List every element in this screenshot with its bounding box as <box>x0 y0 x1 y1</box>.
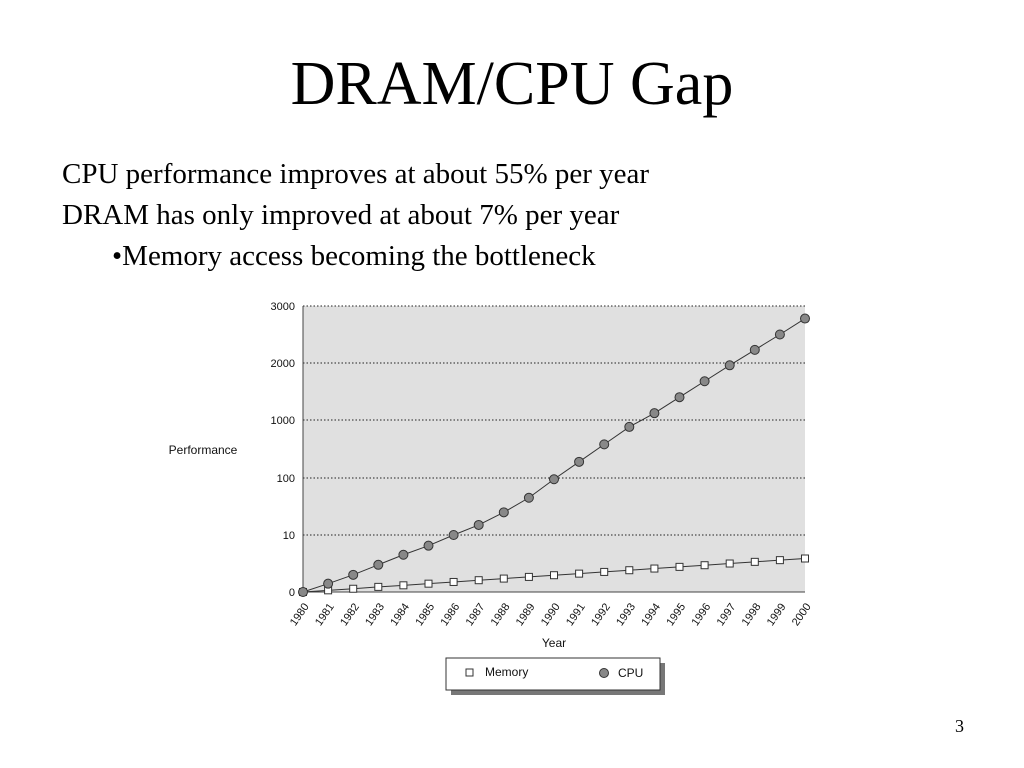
x-tick-label: 1986 <box>438 601 462 628</box>
memory-point <box>575 569 584 578</box>
x-tick-label: 1997 <box>715 601 739 628</box>
memory-point <box>675 562 684 571</box>
page-number: 3 <box>955 716 964 736</box>
memory-point <box>424 579 433 588</box>
memory-point <box>700 561 709 570</box>
x-tick-label: 1995 <box>664 601 688 628</box>
cpu-point <box>323 578 334 589</box>
cpu-point <box>599 439 610 450</box>
cpu-point <box>298 587 308 597</box>
x-tick-label: 1987 <box>464 601 488 628</box>
x-tick-label: 1994 <box>639 601 663 628</box>
cpu-point <box>699 376 710 387</box>
memory-point <box>349 584 358 593</box>
cpu-point <box>749 344 760 355</box>
legend-memory-marker <box>465 668 474 677</box>
cpu-point <box>398 549 409 560</box>
cpu-point <box>800 313 810 324</box>
cpu-point <box>498 507 509 518</box>
memory-point <box>775 556 784 565</box>
x-tick-label: 1998 <box>740 601 764 628</box>
cpu-point <box>423 540 434 551</box>
legend-cpu-marker <box>599 668 609 678</box>
x-tick-label: 1989 <box>514 601 538 628</box>
y-tick-label: 2000 <box>271 358 295 370</box>
bullet-dram-improvement: DRAM has only improved at about 7% per y… <box>62 199 620 231</box>
cpu-point <box>649 408 660 419</box>
memory-point <box>600 567 609 576</box>
memory-point <box>449 577 458 586</box>
cpu-point <box>373 559 384 570</box>
memory-point <box>399 581 408 590</box>
cpu-point <box>674 392 685 403</box>
memory-point <box>801 554 809 563</box>
cpu-point <box>348 569 359 580</box>
cpu-point <box>624 421 635 432</box>
legend-box <box>445 657 661 691</box>
memory-point <box>374 582 383 591</box>
bullet-list: CPU performance improves at about 55% pe… <box>62 154 649 277</box>
memory-point <box>725 559 734 568</box>
x-axis-label: Year <box>542 636 566 650</box>
memory-point <box>750 557 759 566</box>
x-tick-label: 1988 <box>489 601 513 628</box>
x-tick-label: 1990 <box>539 601 563 628</box>
cpu-point <box>473 519 484 530</box>
cpu-point <box>724 360 735 371</box>
legend-memory-label: Memory <box>485 665 528 679</box>
memory-point <box>625 566 634 575</box>
y-tick-label: 10 <box>283 530 295 542</box>
y-tick-label: 100 <box>277 473 295 485</box>
y-tick-label: 1000 <box>271 415 295 427</box>
memory-point <box>474 576 483 585</box>
x-tick-label: 1993 <box>614 601 638 628</box>
x-tick-label: 1992 <box>589 601 613 628</box>
memory-point <box>550 571 558 580</box>
x-tick-label: 1980 <box>288 601 312 628</box>
bullet-memory-bottleneck: •Memory access becoming the bottleneck <box>112 240 596 272</box>
x-tick-label: 1985 <box>413 601 437 628</box>
plot-area <box>303 306 805 592</box>
legend-cpu-label: CPU <box>618 666 643 680</box>
cpu-point <box>549 474 559 485</box>
x-tick-label: 1981 <box>313 601 337 628</box>
x-tick-label: 1982 <box>338 601 362 628</box>
x-tick-label: 1984 <box>388 601 412 628</box>
x-tick-label: 1996 <box>689 601 713 628</box>
y-axis-label: Performance <box>169 443 238 457</box>
y-tick-label: 3000 <box>271 301 295 313</box>
cpu-point <box>574 456 585 467</box>
cpu-point <box>774 329 785 340</box>
cpu-point <box>523 492 534 503</box>
memory-point <box>650 564 659 573</box>
x-tick-label: 1991 <box>564 601 588 628</box>
x-tick-label: 1999 <box>765 601 789 628</box>
cpu-point <box>448 530 459 540</box>
memory-point <box>499 574 508 583</box>
x-tick-label: 1983 <box>363 601 387 628</box>
bullet-cpu-improvement: CPU performance improves at about 55% pe… <box>62 158 650 190</box>
y-tick-label: 0 <box>289 587 295 599</box>
slide-title: DRAM/CPU Gap <box>290 50 734 118</box>
memory-point <box>524 572 533 581</box>
x-tick-label: 2000 <box>790 601 814 628</box>
